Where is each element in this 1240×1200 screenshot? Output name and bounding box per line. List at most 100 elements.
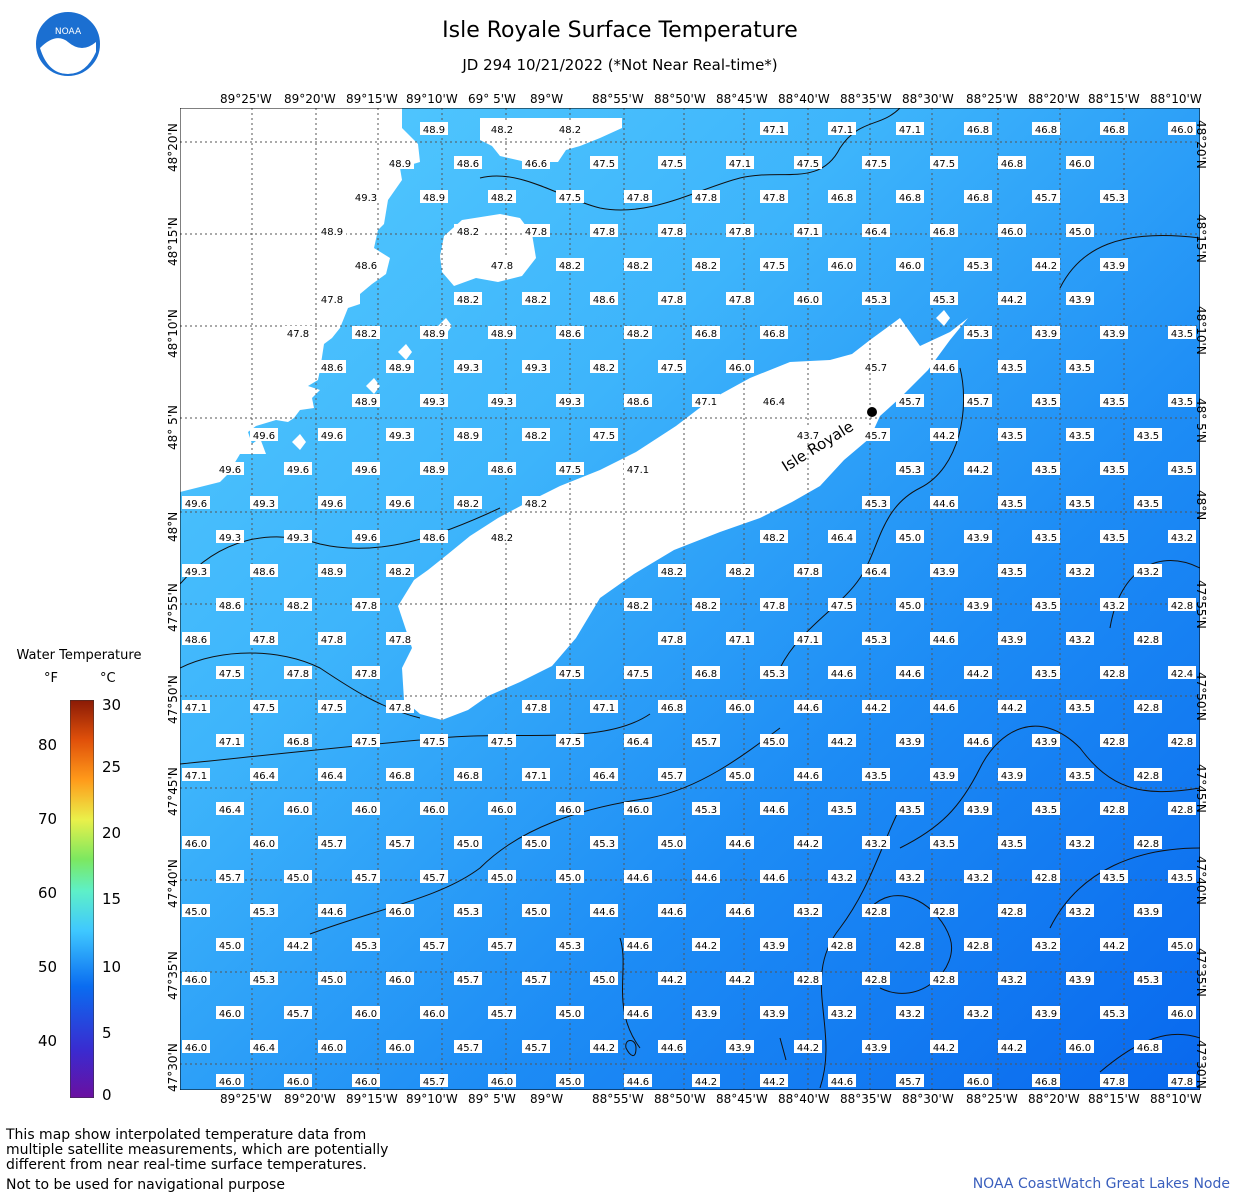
- temperature-label: 43.9: [763, 1009, 785, 1020]
- lon-label-bottom: 89°10'W: [406, 1092, 458, 1106]
- temperature-label-bg: [1168, 802, 1196, 815]
- temperature-label: 44.2: [763, 1077, 785, 1088]
- temperature-label-bg: [318, 360, 346, 373]
- islet-3: [366, 378, 380, 394]
- temperature-label-bg: [692, 938, 720, 951]
- colorbar-tick-f: 40: [38, 1032, 58, 1050]
- temperature-label-bg: [1100, 802, 1128, 815]
- temperature-label: 44.2: [797, 839, 819, 850]
- temperature-label: 43.2: [899, 873, 921, 884]
- temperature-label-bg: [250, 428, 278, 441]
- temperature-label-bg: [692, 666, 720, 679]
- temperature-label: 45.7: [525, 975, 547, 986]
- temperature-label-bg: [964, 530, 992, 543]
- temperature-label-bg: [386, 156, 414, 169]
- temperature-label: 47.8: [627, 193, 649, 204]
- temperature-label: 43.2: [1001, 975, 1023, 986]
- temperature-label-bg: [760, 598, 788, 611]
- temperature-label-bg: [420, 122, 448, 135]
- temperature-label: 47.5: [661, 363, 683, 374]
- temperature-label-bg: [1032, 734, 1060, 747]
- temperature-label: 45.3: [253, 975, 275, 986]
- temperature-label: 48.6: [185, 635, 207, 646]
- temperature-label-bg: [896, 666, 924, 679]
- temperature-label: 43.5: [1171, 397, 1193, 408]
- temperature-label-bg: [760, 326, 788, 339]
- temperature-label: 46.0: [287, 805, 309, 816]
- lon-label-bottom: 89°25'W: [220, 1092, 272, 1106]
- temperature-label: 44.6: [933, 499, 955, 510]
- temperature-label: 46.4: [831, 533, 853, 544]
- temperature-label: 42.8: [1137, 839, 1159, 850]
- temperature-label-bg: [998, 496, 1026, 509]
- temperature-label-bg: [998, 292, 1026, 305]
- temperature-label: 47.8: [287, 669, 309, 680]
- temperature-label-bg: [488, 190, 516, 203]
- temperature-label: 43.5: [1001, 567, 1023, 578]
- temperature-label-bg: [1066, 768, 1094, 781]
- temperature-label: 44.6: [661, 907, 683, 918]
- temperature-label: 49.3: [389, 431, 411, 442]
- temperature-label-bg: [862, 836, 890, 849]
- temperature-label-bg: [284, 938, 312, 951]
- temperature-label-bg: [318, 292, 346, 305]
- temperature-label-bg: [930, 972, 958, 985]
- temperature-label: 44.2: [1103, 941, 1125, 952]
- temperature-label: 45.7: [1035, 193, 1057, 204]
- temperature-label-bg: [998, 224, 1026, 237]
- lon-label-bottom: 88°50'W: [654, 1092, 706, 1106]
- temperature-label-bg: [420, 734, 448, 747]
- noaa-logo: NOAA: [36, 12, 100, 76]
- temperature-label: 45.7: [423, 873, 445, 884]
- temperature-label: 43.7: [797, 431, 819, 442]
- temperature-label: 49.6: [287, 465, 309, 476]
- temperature-label-bg: [862, 904, 890, 917]
- temperature-label: 46.8: [695, 329, 717, 340]
- temperature-label-bg: [760, 1074, 788, 1087]
- colorbar-tick-c: 5: [102, 1024, 112, 1042]
- lon-label-top: 88°50'W: [654, 92, 706, 106]
- temperature-label: 43.9: [967, 601, 989, 612]
- colorbar-title: Water Temperature: [16, 648, 142, 663]
- temperature-label-bg: [216, 1074, 244, 1087]
- temperature-label: 47.1: [593, 703, 615, 714]
- temperature-label-bg: [998, 632, 1026, 645]
- temperature-label: 49.3: [559, 397, 581, 408]
- temperature-label: 46.8: [933, 227, 955, 238]
- temperature-label: 46.0: [423, 805, 445, 816]
- temperature-label-bg: [556, 870, 584, 883]
- temperature-label-bg: [998, 1040, 1026, 1053]
- temperature-label: 47.1: [627, 465, 649, 476]
- temperature-label: 49.6: [253, 431, 275, 442]
- temperature-label: 44.2: [831, 737, 853, 748]
- lat-label-left: 48°N: [166, 511, 180, 542]
- temperature-label-bg: [1100, 870, 1128, 883]
- temperature-label: 45.3: [559, 941, 581, 952]
- temperature-labels: 48.9 48.2 48.2 47.1 47.1 47.1 46.8 46.8 46.8 46.0…: [182, 122, 1196, 1088]
- temperature-label: 45.3: [967, 329, 989, 340]
- temperature-label: 47.8: [389, 703, 411, 714]
- temperature-label-bg: [522, 972, 550, 985]
- temperature-label-bg: [1168, 462, 1196, 475]
- temperature-label-bg: [930, 428, 958, 441]
- temperature-label-bg: [556, 326, 584, 339]
- lon-label-top: 88°15'W: [1088, 92, 1140, 106]
- temperature-label: 46.4: [865, 567, 887, 578]
- temperature-label: 47.1: [219, 737, 241, 748]
- temperature-label-bg: [454, 972, 482, 985]
- temperature-label-bg: [1032, 530, 1060, 543]
- temperature-label: 42.8: [1103, 737, 1125, 748]
- temperature-label-bg: [726, 564, 754, 577]
- temperature-label-bg: [1168, 734, 1196, 747]
- temperature-label-bg: [896, 870, 924, 883]
- temperature-label-bg: [488, 122, 516, 135]
- temperature-label: 48.2: [627, 261, 649, 272]
- temperature-label-bg: [998, 360, 1026, 373]
- temperature-label-bg: [862, 292, 890, 305]
- temperature-label-bg: [930, 1040, 958, 1053]
- temperature-label: 43.2: [831, 873, 853, 884]
- temperature-label-bg: [1066, 428, 1094, 441]
- temperature-label: 48.2: [627, 329, 649, 340]
- temperature-label-bg: [658, 904, 686, 917]
- lat-label-left: 47°35'N: [166, 951, 180, 1000]
